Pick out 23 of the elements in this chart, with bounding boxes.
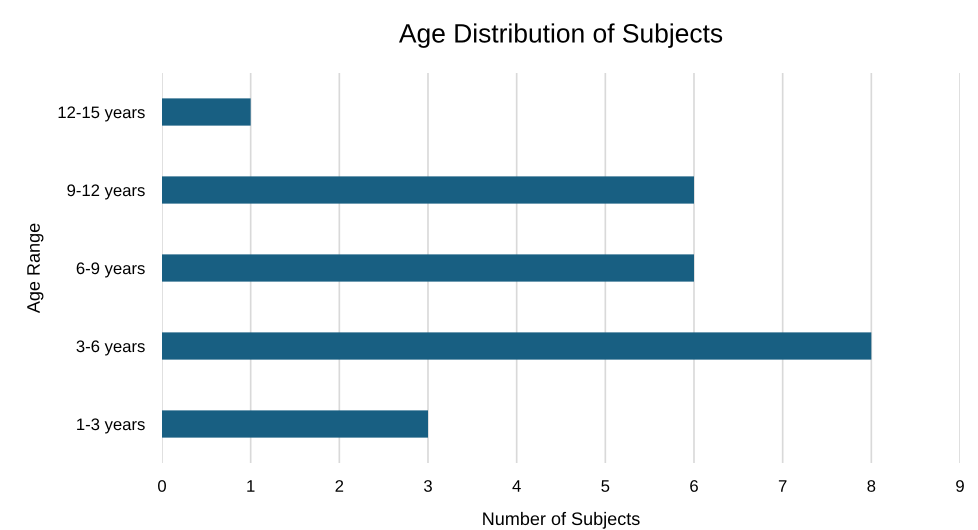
y-tick-label: 12-15 years (58, 106, 145, 122)
y-tick-label: 3-6 years (76, 340, 145, 356)
bar (162, 176, 694, 204)
y-tick-label: 1-3 years (77, 418, 145, 434)
y-axis-title: Age Range (27, 224, 44, 314)
x-tick-label: 9 (956, 480, 964, 492)
bar (162, 410, 428, 438)
x-axis-title: Number of Subjects (483, 512, 640, 529)
x-tick-label: 7 (778, 480, 786, 492)
x-tick-label: 4 (512, 480, 521, 492)
x-tick-label: 6 (690, 480, 698, 492)
y-tick-label: 6-9 years (76, 262, 145, 278)
bar (162, 254, 694, 282)
y-tick-label: 9-12 years (67, 184, 145, 200)
x-tick-label: 8 (867, 480, 876, 492)
chart-title: Age Distribution of Subjects (398, 23, 722, 48)
x-tick-label: 0 (158, 480, 166, 492)
bar (162, 98, 251, 126)
x-tick-label: 3 (424, 480, 432, 492)
x-tick-label: 5 (601, 480, 610, 492)
bar (162, 332, 872, 360)
x-tick-label: 2 (336, 480, 344, 492)
x-tick-label: 1 (247, 480, 254, 492)
